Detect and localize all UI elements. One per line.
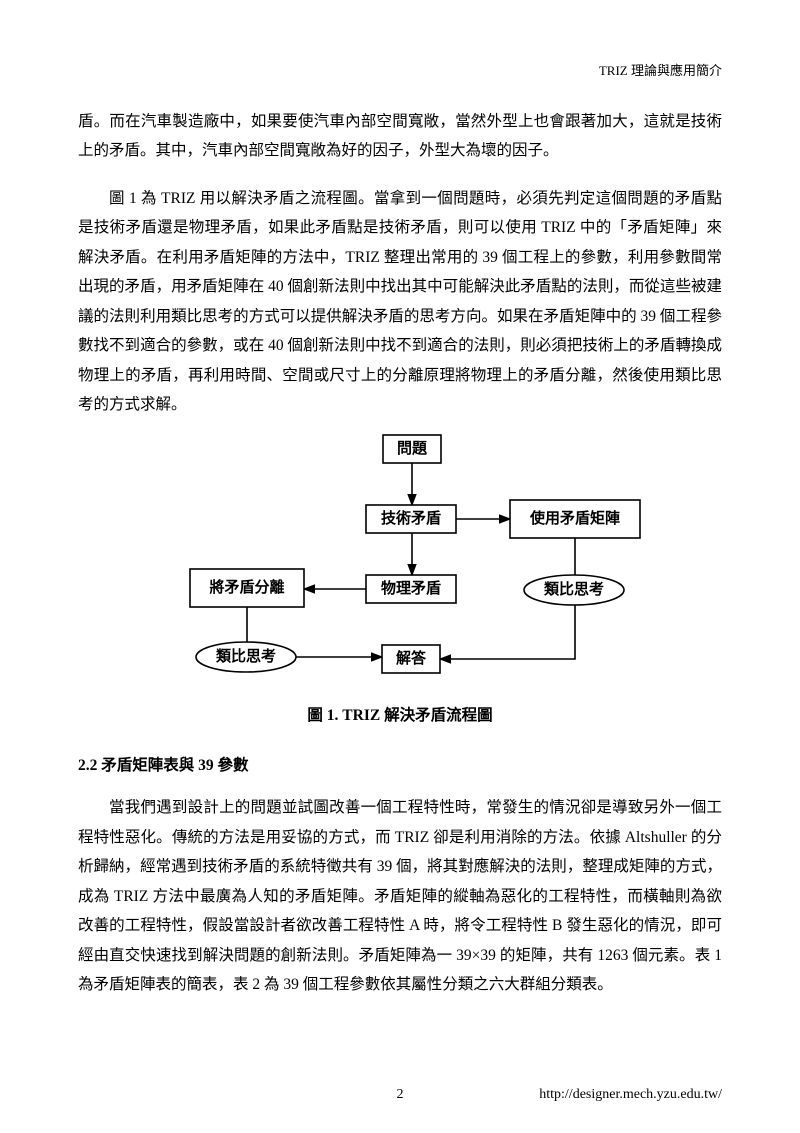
svg-text:類比思考: 類比思考 [543,580,604,598]
svg-text:解答: 解答 [396,649,427,667]
svg-text:將矛盾分離: 將矛盾分離 [209,578,284,596]
section-heading: 2.2 矛盾矩陣表與 39 參數 [78,753,722,775]
page-number: 2 [397,1087,404,1103]
svg-text:物理矛盾: 物理矛盾 [381,579,441,597]
svg-text:類比思考: 類比思考 [215,647,276,665]
footer-url: http://designer.mech.yzu.edu.tw/ [539,1087,722,1103]
svg-text:問題: 問題 [397,440,428,457]
triz-flowchart: 問題技術矛盾使用矛盾矩陣物理矛盾類比思考將矛盾分離類比思考解答 [120,429,680,689]
figure-caption: 圖 1. TRIZ 解決矛盾流程圖 [307,703,492,725]
flowchart-figure: 問題技術矛盾使用矛盾矩陣物理矛盾類比思考將矛盾分離類比思考解答 圖 1. TRI… [78,429,722,745]
paragraph-3: 當我們遇到設計上的問題並試圖改善一個工程特性時，常發生的情況卻是導致另外一個工程… [78,793,722,999]
svg-text:技術矛盾: 技術矛盾 [381,509,441,527]
paragraph-1: 盾。而在汽車製造廠中，如果要使汽車內部空間寬敞，當然外型上也會跟著加大，這就是技… [78,107,722,166]
page-content: TRIZ 理論與應用簡介 盾。而在汽車製造廠中，如果要使汽車內部空間寬敞，當然外… [0,0,800,1049]
svg-text:使用矛盾矩陣: 使用矛盾矩陣 [529,509,620,527]
paragraph-2: 圖 1 為 TRIZ 用以解決矛盾之流程圖。當拿到一個問題時，必須先判定這個問題… [78,184,722,420]
page-header: TRIZ 理論與應用簡介 [78,60,722,79]
